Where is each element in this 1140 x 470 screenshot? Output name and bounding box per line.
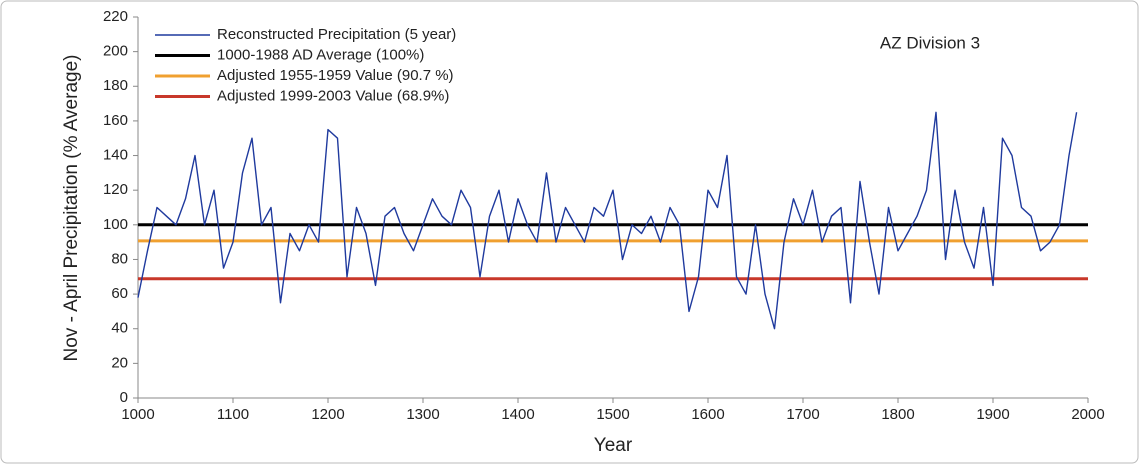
x-axis-label: Year [594, 435, 633, 456]
x-tick-label: 1200 [311, 406, 344, 423]
y-tick-label: 200 [103, 43, 128, 60]
x-tick-label: 1100 [217, 406, 249, 423]
y-tick-label: 140 [103, 147, 128, 164]
y-tick-label: 180 [103, 77, 128, 94]
x-tick-label: 1800 [881, 406, 914, 423]
x-tick-label: 1700 [786, 406, 819, 423]
annotation: AZ Division 3 [880, 33, 980, 52]
y-tick-label: 120 [103, 181, 128, 198]
x-tick-label: 1000 [121, 406, 154, 423]
x-tick-label: 1300 [406, 406, 439, 423]
x-tick-label: 1900 [976, 406, 1009, 423]
y-tick-label: 60 [111, 285, 128, 302]
y-tick-label: 0 [120, 389, 128, 406]
x-tick-label: 1600 [691, 406, 724, 423]
series-line [137, 111, 1078, 330]
x-tick-label: 1500 [596, 406, 629, 423]
y-tick-label: 80 [111, 250, 128, 267]
legend-label: Adjusted 1955-1959 Value (90.7 %) [217, 67, 454, 84]
legend-label: Reconstructed Precipitation (5 year) [217, 26, 456, 43]
legend-label: Adjusted 1999-2003 Value (68.9%) [217, 87, 449, 104]
y-tick-label: 220 [103, 8, 128, 25]
y-tick-label: 40 [111, 320, 128, 337]
x-tick-label: 1400 [501, 406, 534, 423]
y-tick-label: 20 [111, 354, 128, 371]
y-tick-label: 160 [103, 112, 128, 129]
legend-label: 1000-1988 AD Average (100%) [217, 46, 424, 63]
y-axis-label: Nov - April Precipitation (% Average) [61, 55, 82, 362]
y-tick-label: 100 [103, 216, 128, 233]
x-tick-label: 2000 [1071, 406, 1104, 423]
